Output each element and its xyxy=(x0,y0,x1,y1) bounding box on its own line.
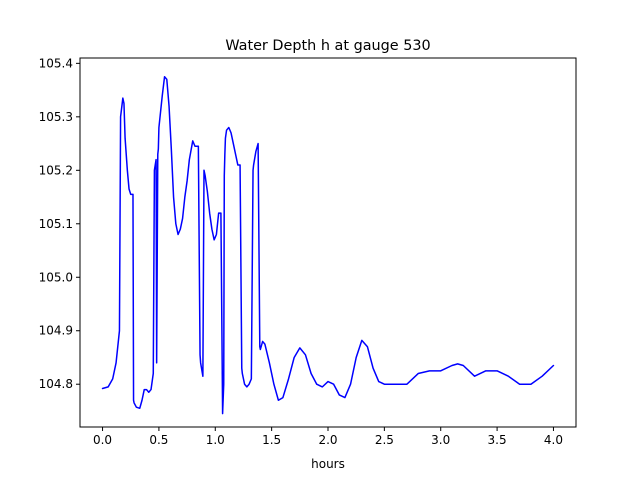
x-tick-label: 2.5 xyxy=(375,433,394,447)
x-axis-ticks: 0.0 0.5 1.0 1.5 2.0 2.5 3.0 3.5 4.0 xyxy=(93,427,563,447)
series-layer xyxy=(101,75,555,415)
y-tick-label: 104.9 xyxy=(39,324,73,338)
x-tick-label: 2.0 xyxy=(318,433,337,447)
plot-frame xyxy=(79,57,577,428)
y-tick-label: 105.1 xyxy=(39,217,73,231)
y-tick-label: 105.2 xyxy=(39,163,73,177)
y-tick-label: 105.4 xyxy=(39,56,73,70)
x-tick-label: 1.0 xyxy=(206,433,225,447)
y-tick-label: 104.8 xyxy=(39,377,73,391)
x-tick-label: 0.5 xyxy=(149,433,168,447)
x-tick-label: 3.0 xyxy=(431,433,450,447)
x-tick-label: 3.5 xyxy=(488,433,507,447)
y-axis-ticks: 104.8 104.9 105.0 105.1 105.2 105.3 105.4 xyxy=(39,56,80,391)
x-axis-label: hours xyxy=(311,457,345,471)
x-tick-label: 1.5 xyxy=(262,433,281,447)
y-tick-label: 105.3 xyxy=(39,110,73,124)
x-tick-label: 0.0 xyxy=(93,433,112,447)
chart-title: Water Depth h at gauge 530 xyxy=(225,38,430,54)
series-line-0 xyxy=(101,75,555,415)
y-tick-label: 105.0 xyxy=(39,270,73,284)
x-tick-label: 4.0 xyxy=(544,433,563,447)
